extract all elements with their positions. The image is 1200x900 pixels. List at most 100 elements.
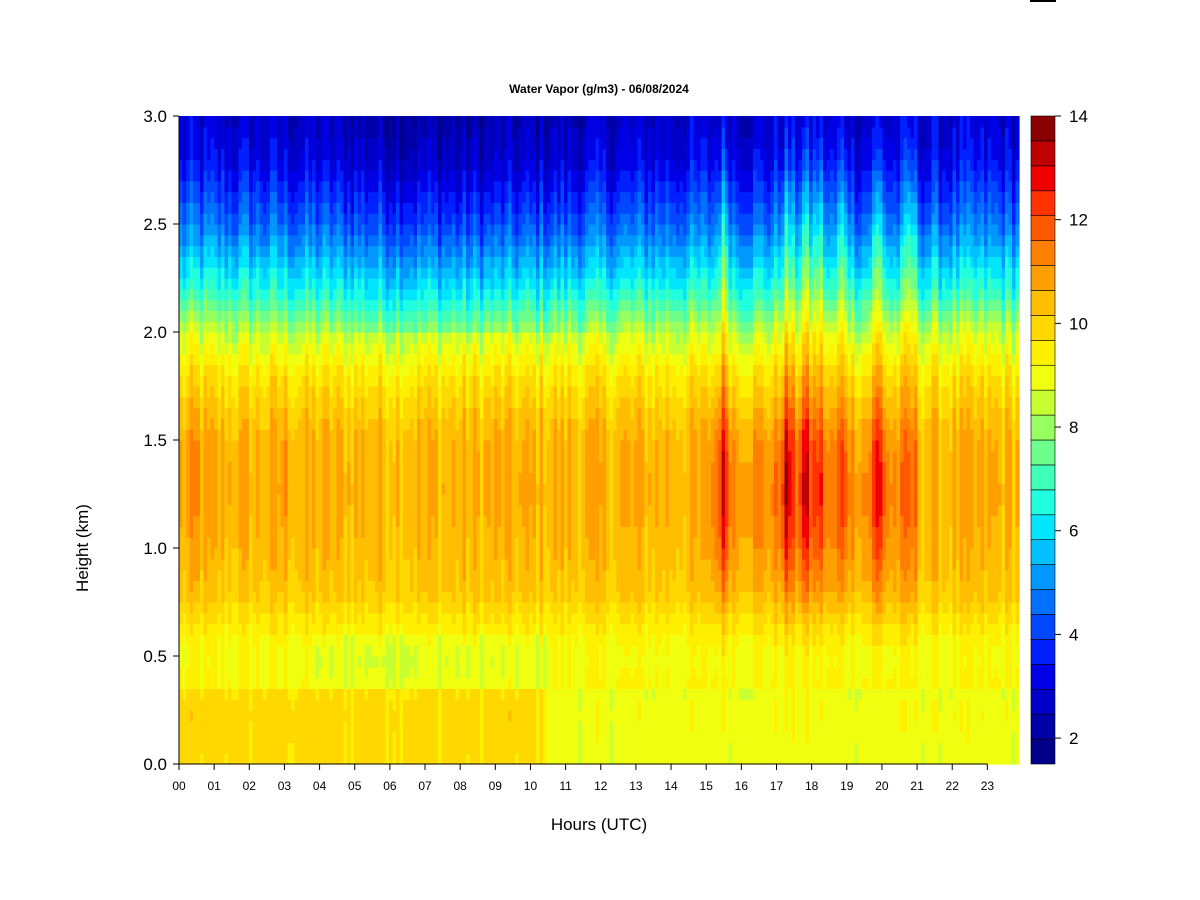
heatmap-cell bbox=[308, 375, 313, 387]
heatmap-cell bbox=[333, 753, 338, 765]
heatmap-cell bbox=[217, 591, 222, 603]
heatmap-cell bbox=[343, 483, 348, 495]
heatmap-cell bbox=[455, 548, 460, 560]
heatmap-cell bbox=[368, 256, 373, 268]
heatmap-cell bbox=[221, 526, 226, 538]
heatmap-cell bbox=[284, 504, 289, 517]
heatmap-cell bbox=[357, 537, 362, 549]
heatmap-cell bbox=[256, 267, 261, 279]
heatmap-cell bbox=[287, 170, 292, 182]
heatmap-cell bbox=[189, 342, 194, 355]
heatmap-cell bbox=[200, 753, 205, 765]
heatmap-cell bbox=[406, 742, 411, 754]
heatmap-cell bbox=[427, 429, 432, 441]
heatmap-cell bbox=[417, 569, 422, 581]
heatmap-cell bbox=[298, 645, 303, 657]
heatmap-cell bbox=[466, 288, 471, 301]
heatmap-cell bbox=[326, 375, 331, 387]
heatmap-cell bbox=[245, 116, 250, 128]
heatmap-cell bbox=[196, 440, 201, 452]
heatmap-cell bbox=[277, 677, 282, 689]
heatmap-cell bbox=[270, 267, 275, 279]
heatmap-cell bbox=[322, 472, 327, 484]
heatmap-cell bbox=[287, 148, 292, 160]
heatmap-cell bbox=[385, 234, 390, 247]
heatmap-cell bbox=[305, 256, 310, 268]
heatmap-cell bbox=[357, 645, 362, 657]
heatmap-cell bbox=[284, 569, 289, 581]
heatmap-cell bbox=[452, 386, 457, 398]
heatmap-cell bbox=[210, 526, 215, 538]
heatmap-cell bbox=[357, 688, 362, 700]
heatmap-cell bbox=[228, 332, 233, 344]
heatmap-cell bbox=[396, 278, 401, 290]
heatmap-cell bbox=[322, 645, 327, 657]
heatmap-cell bbox=[196, 245, 201, 257]
heatmap-cell bbox=[235, 224, 240, 236]
heatmap-cell bbox=[350, 137, 355, 149]
heatmap-cell bbox=[417, 256, 422, 268]
heatmap-cell bbox=[189, 407, 194, 419]
heatmap-cell bbox=[448, 116, 453, 128]
heatmap-cell bbox=[238, 483, 243, 495]
heatmap-cell bbox=[277, 278, 282, 290]
heatmap-cell bbox=[427, 386, 432, 398]
heatmap-cell bbox=[340, 148, 345, 160]
heatmap-cell bbox=[312, 580, 317, 592]
heatmap-cell bbox=[410, 591, 415, 603]
heatmap-cell bbox=[207, 666, 212, 679]
heatmap-cell bbox=[214, 353, 219, 365]
heatmap-cell bbox=[277, 504, 282, 517]
heatmap-cell bbox=[385, 483, 390, 495]
heatmap-cell bbox=[193, 494, 198, 506]
heatmap-cell bbox=[441, 375, 446, 387]
heatmap-cell bbox=[438, 332, 443, 344]
heatmap-cell bbox=[445, 342, 450, 355]
heatmap-cell bbox=[263, 753, 268, 765]
heatmap-cell bbox=[343, 213, 348, 225]
heatmap-cell bbox=[207, 353, 212, 365]
heatmap-cell bbox=[252, 569, 257, 581]
heatmap-cell bbox=[438, 148, 443, 160]
heatmap-cell bbox=[193, 515, 198, 527]
heatmap-cell bbox=[259, 677, 264, 689]
heatmap-cell bbox=[347, 591, 352, 603]
heatmap-cell bbox=[231, 526, 236, 538]
heatmap-cell bbox=[438, 191, 443, 203]
heatmap-cell bbox=[298, 310, 303, 322]
heatmap-cell bbox=[406, 472, 411, 484]
heatmap-cell bbox=[347, 256, 352, 268]
heatmap-cell bbox=[249, 256, 254, 268]
heatmap-cell bbox=[413, 180, 418, 193]
heatmap-cell bbox=[203, 245, 208, 257]
heatmap-cell bbox=[333, 569, 338, 581]
heatmap-cell bbox=[294, 504, 299, 517]
heatmap-cell bbox=[259, 407, 264, 419]
heatmap-cell bbox=[235, 148, 240, 160]
heatmap-cell bbox=[420, 753, 425, 765]
heatmap-cell bbox=[182, 148, 187, 160]
heatmap-cell bbox=[354, 688, 359, 700]
heatmap-cell bbox=[235, 753, 240, 765]
heatmap-cell bbox=[431, 612, 436, 625]
heatmap-cell bbox=[256, 375, 261, 387]
heatmap-cell bbox=[448, 332, 453, 344]
heatmap-cell bbox=[231, 720, 236, 733]
heatmap-cell bbox=[277, 580, 282, 592]
heatmap-cell bbox=[294, 461, 299, 473]
heatmap-cell bbox=[399, 450, 404, 463]
heatmap-cell bbox=[182, 537, 187, 549]
heatmap-cell bbox=[371, 353, 376, 365]
heatmap-cell bbox=[413, 191, 418, 203]
heatmap-cell bbox=[343, 472, 348, 484]
heatmap-cell bbox=[434, 580, 439, 592]
heatmap-cell bbox=[399, 170, 404, 182]
heatmap-cell bbox=[249, 742, 254, 754]
heatmap-cell bbox=[228, 634, 233, 646]
heatmap-cell bbox=[252, 116, 257, 128]
heatmap-cell bbox=[375, 332, 380, 344]
heatmap-cell bbox=[319, 440, 324, 452]
heatmap-cell bbox=[413, 677, 418, 689]
heatmap-cell bbox=[462, 515, 467, 527]
heatmap-cell bbox=[424, 299, 429, 311]
